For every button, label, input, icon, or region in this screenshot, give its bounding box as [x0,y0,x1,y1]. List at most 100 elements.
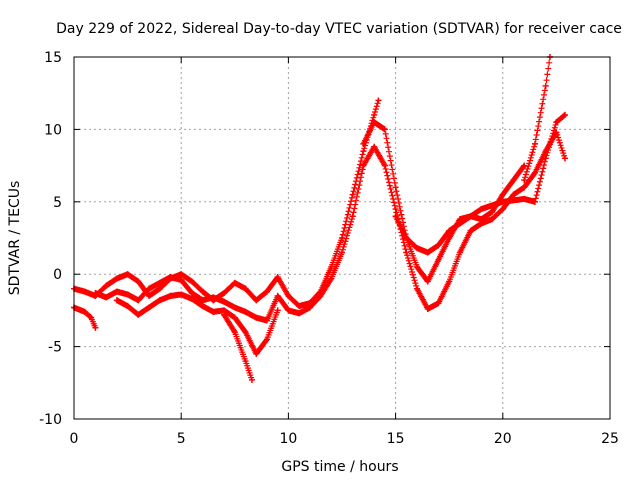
data-point [146,285,153,292]
y-tick-label: 0 [53,267,62,283]
data-point [113,288,120,295]
data-point [156,285,163,292]
data-point [403,235,410,241]
data-point [499,206,506,213]
data-point [263,317,270,324]
data-point [92,324,99,331]
data-point [375,97,382,104]
data-point [242,308,249,315]
data-point [242,285,249,292]
data-point [231,314,238,321]
data-point [414,285,421,292]
data-point [210,308,217,315]
data-point [124,303,131,310]
series-track-2 [92,129,568,324]
x-tick-label: 0 [70,431,79,447]
data-point [210,294,217,301]
data-point [178,276,185,283]
data-point [542,82,549,89]
data-point [381,162,388,169]
data-point [360,162,367,169]
y-axis-label: SDTVAR / TECUs [7,181,23,296]
data-point [521,177,528,184]
data-point [253,314,260,321]
x-tick-label: 10 [279,431,297,447]
data-point [489,208,496,215]
data-point [231,329,238,336]
data-point [349,213,356,220]
data-point [435,242,442,249]
data-point [188,295,195,302]
data-point [135,278,142,285]
x-tick-label: 15 [387,431,405,447]
axis-ticks: 0 5 10 15 20 25 -10 -5 0 5 10 15 [39,50,619,447]
data-point [414,263,421,270]
data-point [360,140,367,147]
data-point [521,184,528,191]
data-point [360,148,367,155]
data-point [414,245,421,252]
data-point [81,308,88,315]
data-point [221,290,228,297]
data-point [285,307,292,314]
data-point [371,143,378,150]
data-point [424,305,431,312]
data-point [521,195,528,202]
data-point [178,291,185,298]
data-point [167,292,174,299]
data-point [381,126,388,133]
data-point [135,311,142,318]
data-point [167,274,174,281]
data-point [499,198,506,205]
data-point [561,155,568,162]
y-tick-label: -10 [39,412,62,428]
data-point [81,288,88,295]
plot-frame [73,56,611,420]
data-point [274,307,281,314]
data-point [231,304,238,311]
x-tick-label: 5 [177,431,186,447]
x-tick-label: 20 [494,431,512,447]
data-point [296,310,303,317]
data-point [371,111,378,118]
data-point [113,275,120,282]
data-point [199,303,206,310]
data-point [135,297,142,304]
data-point [253,297,260,304]
data-point [124,271,131,278]
data-point [88,314,95,321]
data-point [467,227,474,234]
data-point [221,311,228,318]
data-point [199,288,206,295]
x-tick-label: 25 [601,431,619,447]
y-tick-label: 10 [44,122,62,138]
data-point [306,304,313,311]
data-point [446,278,453,285]
y-tick-label: 15 [44,50,62,66]
data-point [285,292,292,299]
data-point [156,297,163,304]
data-point [317,292,324,299]
series-track-7 [392,111,568,256]
data-point [531,140,538,147]
data-point [328,275,335,282]
data-point [424,249,431,256]
data-point [248,376,255,383]
data-point [242,329,249,336]
data-point [113,297,120,304]
data-point [499,191,506,198]
x-axis-label: GPS time / hours [281,459,398,475]
data-point [403,249,410,256]
data-point [92,290,99,297]
data-point [478,206,485,213]
data-point [392,206,399,213]
data-point [178,271,185,278]
data-point [146,292,153,299]
data-point [253,350,260,357]
data-point [542,155,549,162]
data-point [435,256,442,263]
data-markers [71,54,568,383]
data-point [435,300,442,307]
data-point [531,198,538,205]
